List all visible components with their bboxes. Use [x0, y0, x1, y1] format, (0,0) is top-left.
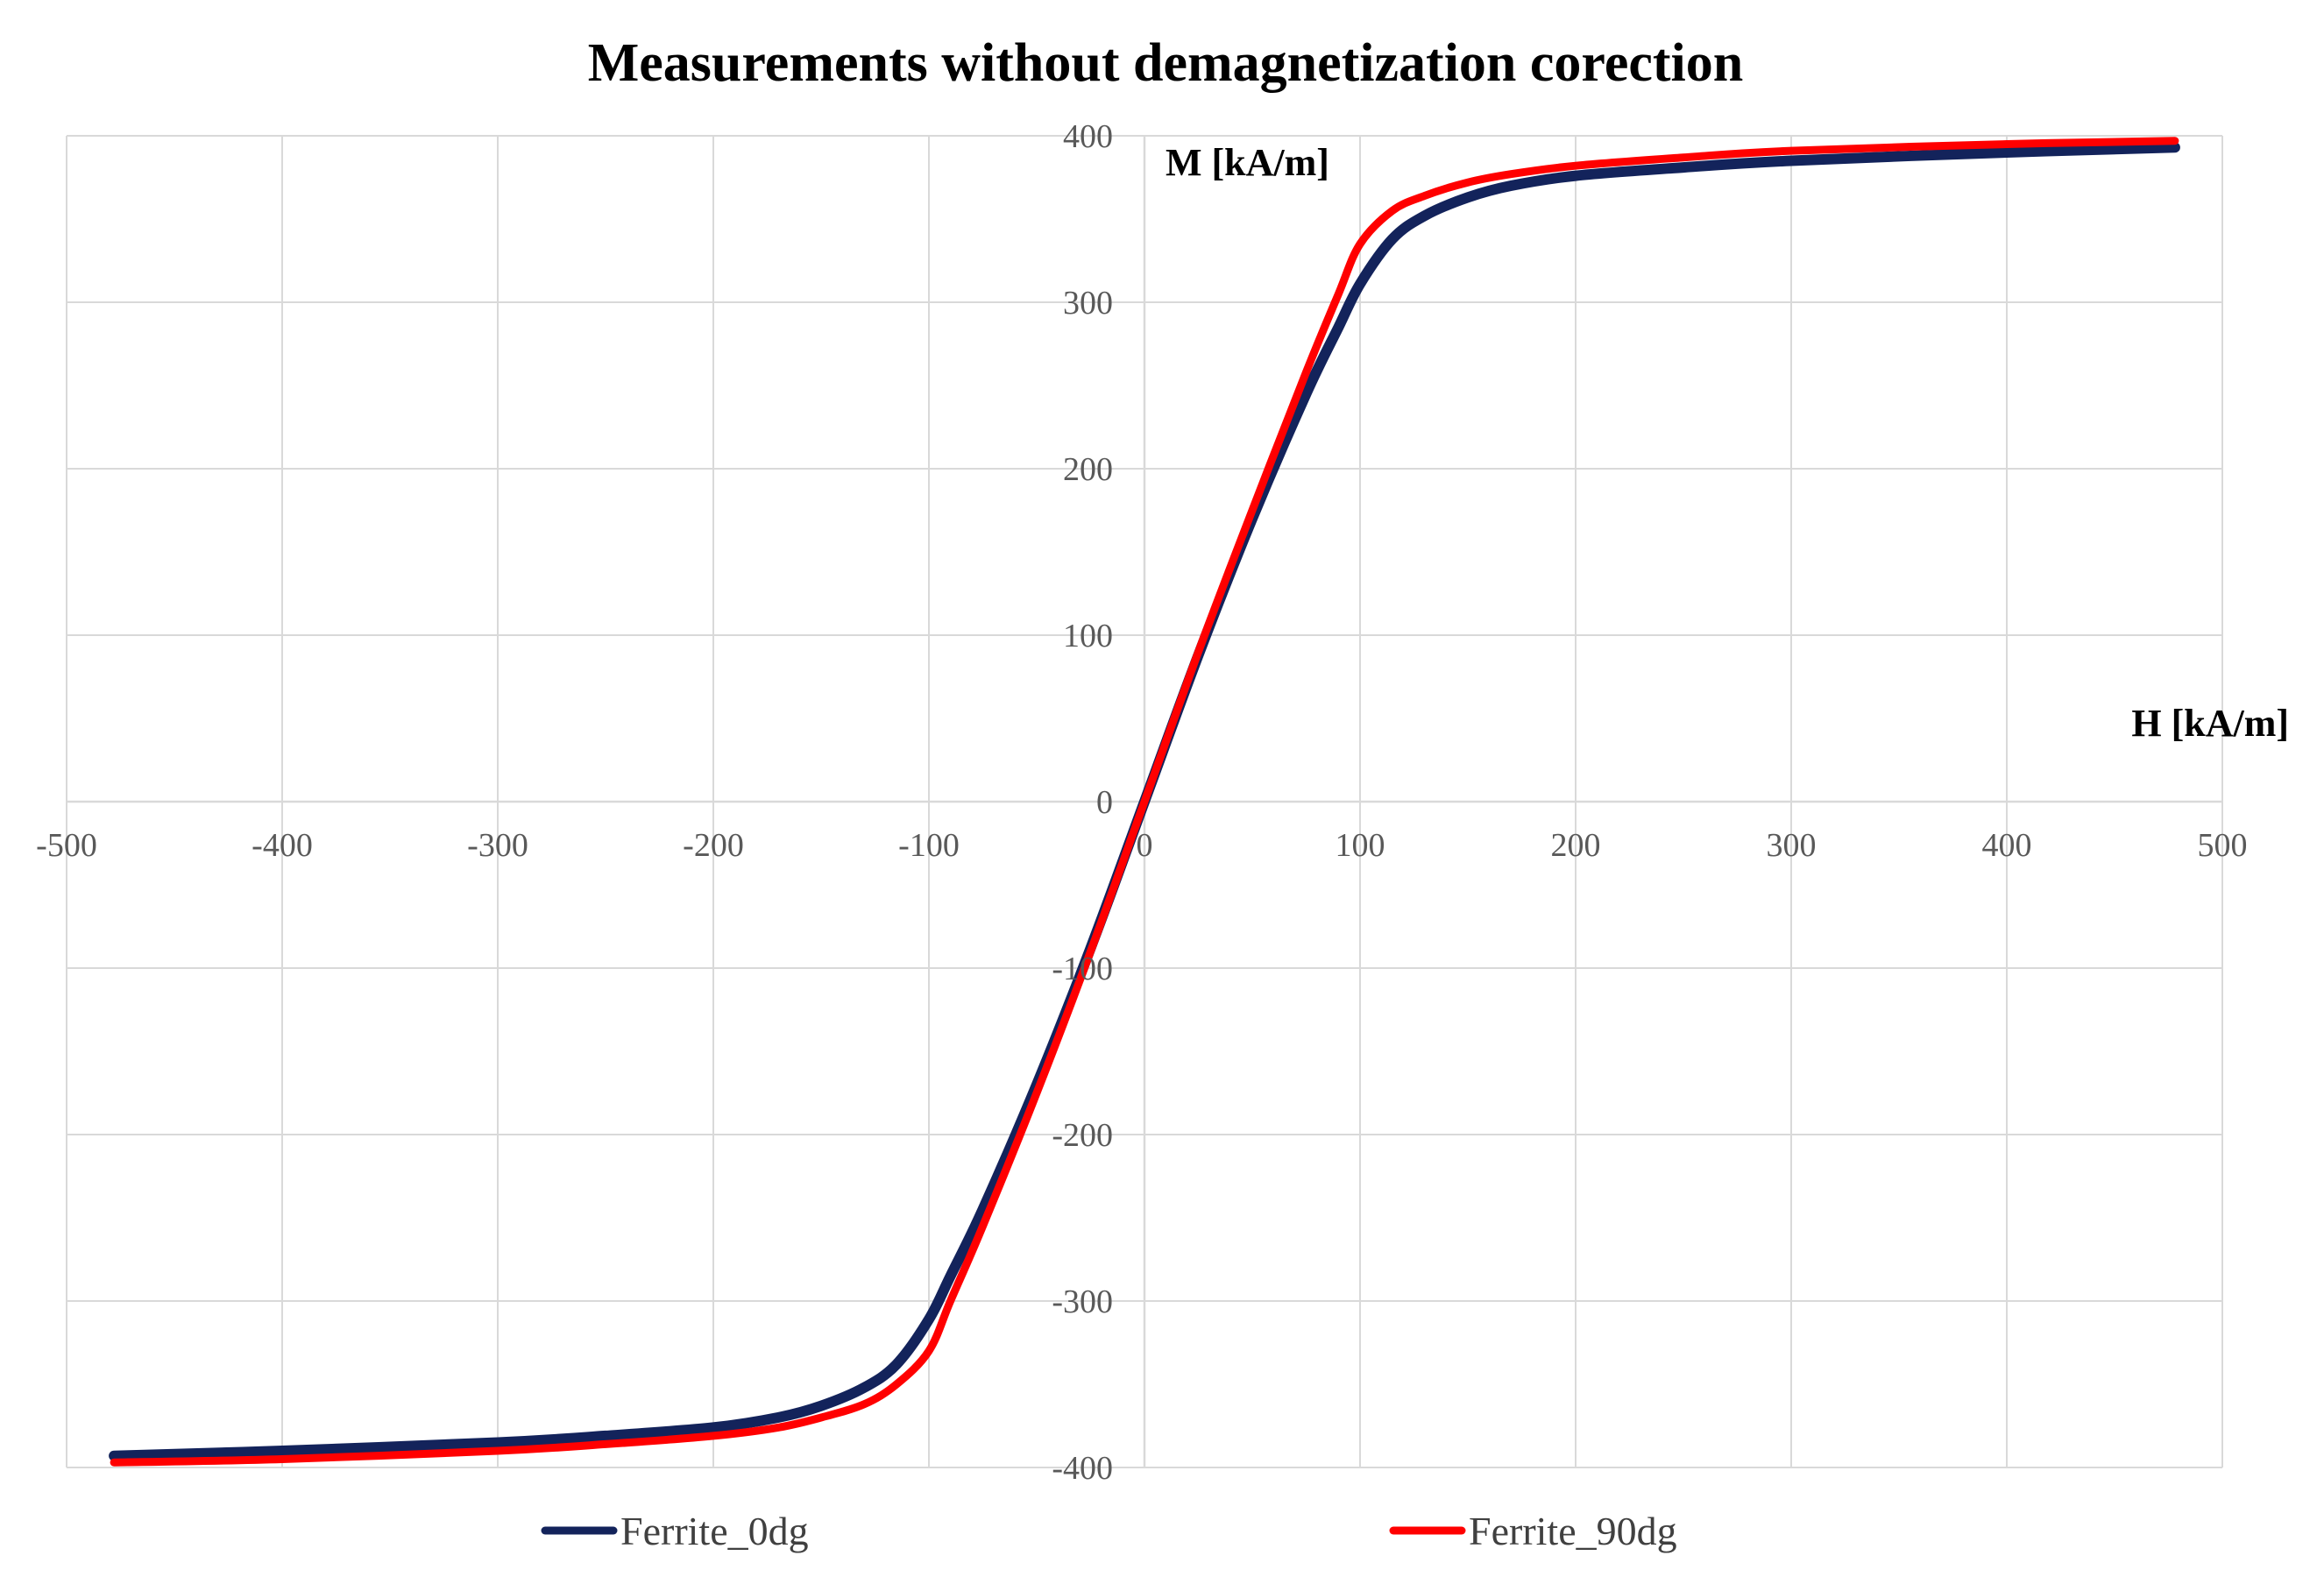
legend: Ferrite_0dg Ferrite_90dg — [541, 1509, 1677, 1553]
x-axis-title: H [kA/m] — [2131, 702, 2289, 745]
x-tick-label: 500 — [2198, 827, 2248, 864]
x-tick-label: -200 — [683, 827, 744, 864]
x-tick-label: 400 — [1982, 827, 2032, 864]
legend-label-ferrite-90dg: Ferrite_90dg — [1469, 1509, 1677, 1553]
y-tick-label: -300 — [1052, 1283, 1113, 1320]
y-tick-label: 200 — [1063, 451, 1113, 488]
x-tick-label: 0 — [1137, 827, 1153, 864]
y-tick-label: -200 — [1052, 1117, 1113, 1154]
series-lines — [109, 137, 2180, 1467]
y-tick-label: 400 — [1063, 118, 1113, 155]
tick-labels: -500 -400 -300 -200 -100 0 100 200 300 400 500 -400… — [36, 118, 2247, 1487]
y-axis-title: M [kA/m] — [1166, 141, 1329, 184]
legend-label-ferrite-0dg: Ferrite_0dg — [620, 1509, 809, 1553]
x-tick-label: -100 — [898, 827, 960, 864]
x-tick-label: 100 — [1336, 827, 1385, 864]
x-tick-label: 200 — [1551, 827, 1601, 864]
x-tick-label: -500 — [36, 827, 97, 864]
chart-title: Measurements without demagnetization cor… — [588, 33, 1743, 93]
series-line-ferrite-90dg — [110, 137, 2179, 1467]
x-tick-label: -300 — [467, 827, 528, 864]
y-tick-label: -100 — [1052, 951, 1113, 987]
x-tick-label: -400 — [252, 827, 313, 864]
x-tick-label: 300 — [1767, 827, 1817, 864]
y-tick-label: -400 — [1052, 1450, 1113, 1487]
y-tick-label: 0 — [1096, 784, 1113, 821]
y-tick-label: 300 — [1063, 285, 1113, 322]
y-tick-label: 100 — [1063, 618, 1113, 654]
